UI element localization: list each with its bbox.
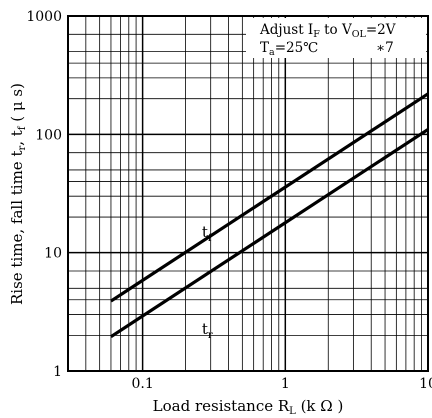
series-line-tf	[110, 92, 429, 303]
series-line-tr	[110, 128, 429, 339]
series-label-tr: tr	[202, 320, 213, 341]
y-axis-label: Rise time, fall time tr, tf ( μ s)	[8, 83, 28, 305]
series-layer: tf tr	[110, 92, 429, 341]
y-tick-labels: 1 10 100 1000	[26, 9, 62, 380]
annotation-line2: Ta=25℃	[260, 40, 318, 58]
y-tick-label: 100	[35, 127, 62, 143]
x-tick-label: 10	[419, 376, 432, 392]
x-tick-label: 0.1	[131, 376, 153, 392]
x-tick-label: 1	[281, 376, 290, 392]
y-tick-label: 1	[53, 364, 62, 380]
y-tick-label: 1000	[26, 9, 62, 25]
series-label-tf: tf	[202, 223, 213, 244]
annotation-box	[246, 18, 426, 58]
annotation-line1: Adjust IF to VOL=2V	[259, 22, 396, 40]
plot-frame	[67, 15, 429, 372]
x-tick-labels: 0.1 1 10	[131, 376, 432, 392]
y-tick-label: 10	[44, 246, 62, 262]
x-axis-label: Load resistance RL (k Ω )	[153, 397, 344, 417]
grid	[67, 15, 429, 372]
annotation-note-ref: ∗7	[376, 40, 394, 56]
